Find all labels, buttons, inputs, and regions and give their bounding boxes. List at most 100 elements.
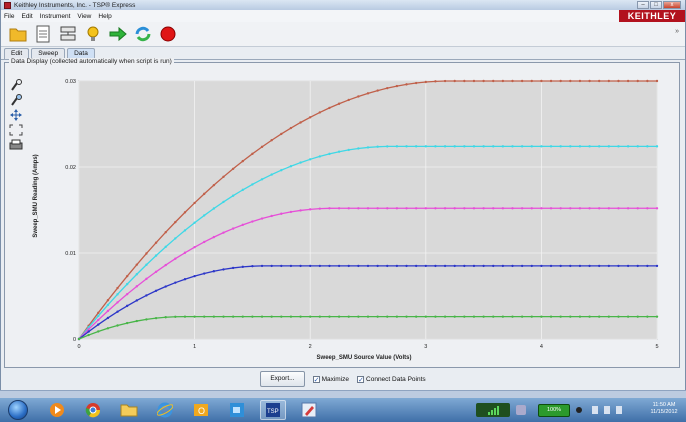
data-point [251,152,254,156]
sweep-chart: 0 1 2 3 4 5 0 0.01 0.02 0.03 Sweep_SMU Reading (A… [33,79,659,361]
data-point [588,264,591,268]
toolbar-collapse-icon[interactable]: » [675,28,679,35]
maximize-checkbox[interactable]: ✓ Maximize [312,375,349,384]
data-point [443,207,447,210]
page-icon[interactable] [34,25,52,43]
data-point [559,79,562,83]
data-point [501,207,505,210]
ie-icon[interactable] [152,400,178,420]
network-icon[interactable] [59,25,77,43]
data-point [607,79,611,83]
menu-edit[interactable]: Edit [21,12,33,20]
zoom-in-icon[interactable] [9,79,23,91]
zoom-out-icon[interactable] [9,94,23,106]
data-point [530,315,533,318]
stop-icon[interactable] [159,25,177,43]
data-point [154,289,158,292]
export-button[interactable]: Export... [260,371,305,387]
data-point [395,145,399,148]
data-point [280,132,283,136]
folder-icon[interactable] [9,25,27,43]
maximize-check-icon[interactable]: ✓ [312,375,320,384]
power-tray-icon[interactable] [616,406,622,414]
run-arrow-icon[interactable] [109,25,127,43]
data-point [482,79,485,83]
y-axis-label: Sweep_SMU Reading (Amps) [33,154,39,237]
data-point [337,264,341,268]
media-player-icon[interactable] [44,400,70,420]
tsp-icon[interactable]: TSP [260,400,286,420]
chrome-icon[interactable] [80,400,106,420]
start-button[interactable] [8,400,28,420]
data-point [453,315,456,318]
connect-points-checkbox[interactable]: ✓ Connect Data Points [357,375,426,384]
print-icon[interactable] [9,139,23,151]
data-point [530,79,533,83]
data-point [414,207,418,210]
data-point [125,282,129,286]
data-point [588,315,591,318]
data-point [270,264,273,268]
data-point [328,207,331,210]
close-button[interactable]: x [663,1,681,9]
data-point [337,207,341,210]
pan-icon[interactable] [9,109,23,121]
taskbar-folder-icon[interactable] [116,400,142,420]
data-point [318,155,322,158]
data-point [607,207,611,210]
data-point [569,315,572,318]
data-point [530,207,533,210]
clock[interactable]: 11:50 AM 11/15/2012 [646,402,682,416]
menu-view[interactable]: View [77,12,92,20]
menu-instrument[interactable]: Instrument [39,12,71,20]
minimize-button[interactable]: – [637,1,649,9]
data-point [434,207,437,210]
fit-icon[interactable] [9,124,23,136]
maximize-button[interactable]: □ [650,1,662,9]
tab-edit[interactable]: Edit [4,48,30,59]
lync-icon[interactable] [224,400,250,420]
data-point [414,81,418,85]
data-point [299,264,302,268]
lightbulb-icon[interactable] [84,25,102,43]
data-point [569,207,572,210]
data-point [376,145,379,148]
data-point [501,264,505,268]
data-point [492,207,495,210]
data-point [414,315,418,318]
data-point [549,79,553,83]
data-point [270,139,273,142]
network-tray-icon[interactable] [516,405,526,415]
paint-icon[interactable] [296,400,322,420]
data-point [492,145,495,148]
title-bar: Keithley Instruments, Inc. - TSP® Expres… [1,0,685,10]
flag-tray-icon[interactable] [592,406,598,414]
data-point [405,264,408,268]
y-tick-label: 0.01 [65,251,76,257]
data-point [106,299,110,302]
data-point [617,315,620,318]
data-point [578,315,582,318]
x-tick-label: 4 [540,344,543,350]
data-point [424,207,427,210]
menu-help[interactable]: Help [98,12,112,20]
refresh-icon[interactable] [134,25,152,43]
outlook-icon[interactable]: O [188,400,214,420]
data-point [154,241,158,244]
system-tray: 100% 11:50 AM 11/15/2012 [476,398,686,422]
data-point [193,315,196,318]
tab-sweep[interactable]: Sweep [31,48,66,59]
series-4 [77,315,659,341]
connect-check-icon[interactable]: ✓ [357,375,365,384]
menu-file[interactable]: File [4,12,15,20]
speaker-tray-icon[interactable] [604,406,610,414]
data-point [318,111,322,114]
record-tray-icon[interactable] [576,407,582,413]
data-point [559,145,562,148]
tab-data[interactable]: Data [67,48,95,59]
data-point [222,315,225,318]
data-point [337,102,341,105]
signal-strength-icon[interactable] [476,403,510,417]
data-point [626,315,630,318]
battery-indicator[interactable]: 100% [538,403,570,417]
